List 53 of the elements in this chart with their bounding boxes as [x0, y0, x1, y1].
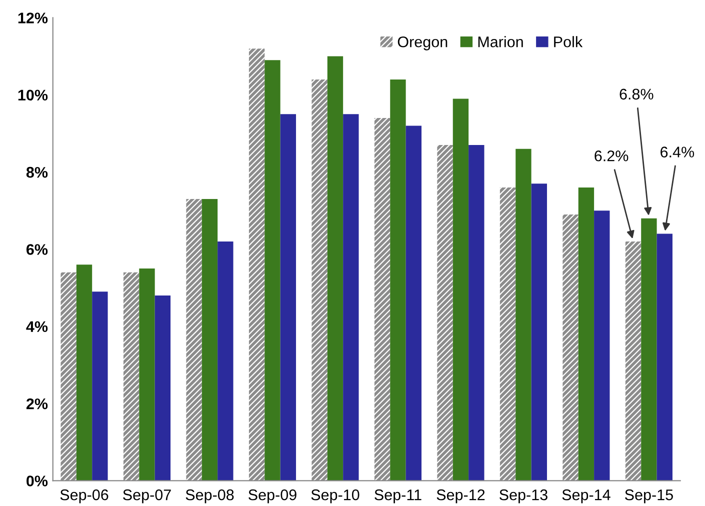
y-tick-label: 8%	[26, 166, 48, 178]
bar	[531, 184, 547, 481]
x-tick-label: Sep-11	[374, 489, 422, 504]
bar	[594, 210, 610, 481]
x-tick-label: Sep-14	[562, 489, 610, 504]
legend-label: Polk	[554, 36, 583, 48]
bar	[374, 118, 390, 481]
bar	[452, 98, 469, 481]
x-tick-label: Sep-10	[311, 489, 360, 504]
bar	[390, 79, 406, 481]
annotation: 6.8%	[620, 88, 654, 100]
x-tick-label: Sep-08	[186, 489, 234, 504]
x-tick-label: Sep-09	[248, 489, 296, 504]
bar	[625, 241, 642, 481]
y-tick-label: 12%	[18, 12, 48, 24]
annotation: 6.4%	[660, 146, 694, 158]
bar	[123, 272, 140, 481]
bar	[641, 218, 657, 481]
bar	[500, 187, 516, 481]
bar	[578, 187, 594, 481]
x-tick-label: Sep-07	[123, 489, 171, 504]
bar	[437, 145, 453, 481]
annotation: 6.2%	[594, 150, 628, 162]
bar	[516, 148, 532, 481]
bar	[656, 234, 672, 481]
x-tick-label: Sep-15	[625, 489, 673, 504]
y-tick-label: 2%	[26, 398, 48, 410]
bar	[280, 114, 296, 481]
x-tick-label: Sep-12	[436, 489, 485, 504]
legend-label: Marion	[478, 36, 523, 48]
bar	[468, 145, 484, 481]
bar	[312, 79, 328, 481]
bar	[343, 114, 359, 481]
bar	[264, 60, 280, 481]
bar	[76, 264, 92, 481]
y-tick-label: 6%	[26, 244, 48, 255]
bar	[92, 292, 108, 481]
bar	[248, 48, 265, 481]
x-tick-label: Sep-06	[60, 489, 108, 504]
bar	[186, 199, 202, 481]
legend-label: Oregon	[398, 36, 448, 50]
bar	[327, 56, 344, 481]
bar	[218, 241, 234, 481]
bar	[202, 199, 218, 481]
bar	[406, 126, 422, 481]
y-tick-label: 10%	[18, 90, 48, 101]
bar	[139, 268, 155, 481]
x-tick-label: Sep-13	[500, 489, 548, 504]
bar	[154, 296, 171, 481]
y-tick-label: 4%	[26, 321, 48, 332]
y-tick-label: 0%	[26, 476, 48, 486]
bar	[60, 272, 76, 481]
bar	[562, 214, 578, 481]
